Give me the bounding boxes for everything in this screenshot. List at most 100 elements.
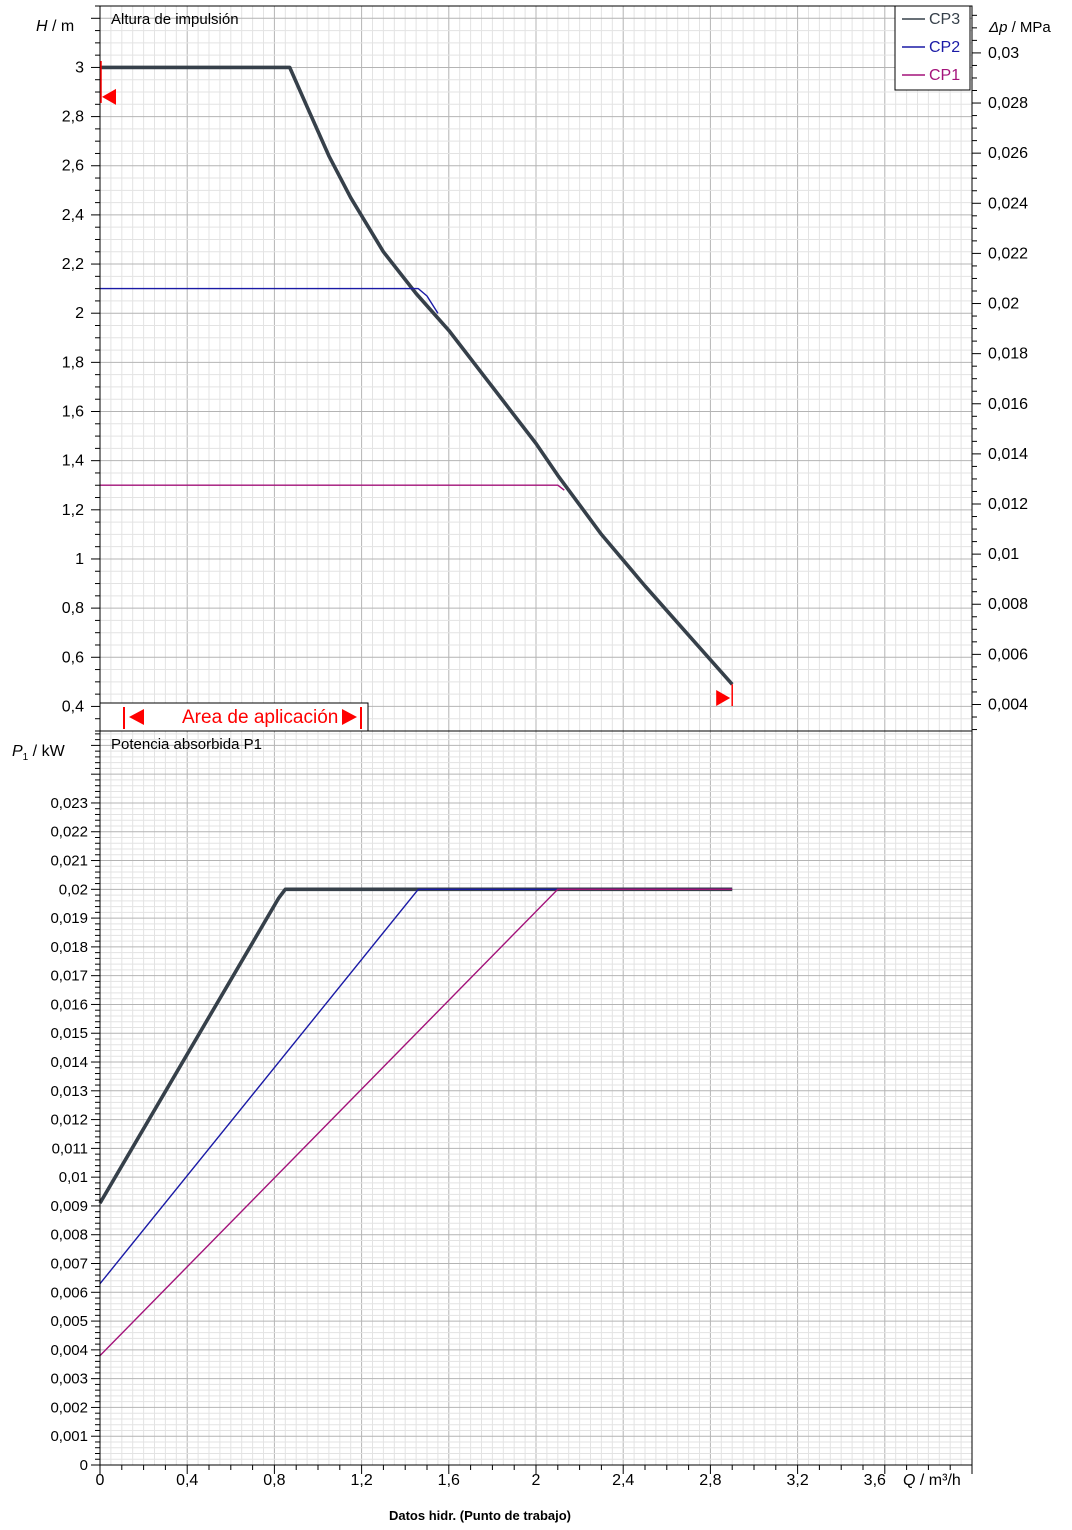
power-axis-unit: / kW [28,743,65,760]
flow-tick-label: 0,8 [263,1472,285,1489]
pressure-axis-unit: / MPa [1007,19,1051,36]
power-curve-cp1 [99,888,733,1357]
power-panel-title: Potencia absorbida P1 [111,736,262,753]
range-right-marker [716,690,731,706]
power-axis-subscript: 1 [23,752,29,763]
pressure-tick-label: 0,026 [988,145,1028,162]
pressure-tick-labels: 0,004 0,006 0,008 0,01 0,012 0,014 0,016 0,018 0… [988,45,1028,714]
application-range-label: Area de aplicación [182,707,338,728]
application-range-right-arrow [342,709,357,725]
legend-box [894,5,971,91]
power-tick-label: 0,02 [59,881,88,898]
pressure-tick-label: 0,02 [988,296,1019,313]
power-tick-label: 0,008 [50,1227,88,1244]
head-curve-cp3 [100,65,734,686]
power-tick-label: 0,021 [50,853,88,870]
head-axis-label: H / m [36,18,74,35]
power-grid [99,731,973,1466]
power-tick-label: 0,014 [50,1054,88,1071]
legend: CP3 CP2 CP1 [894,5,971,91]
head-tick-label: 0,8 [62,600,84,617]
pressure-tick-label: 0,024 [988,195,1028,212]
pressure-tick-label: 0,006 [988,646,1028,663]
head-tick-label: 3 [75,59,84,76]
power-tick-label: 0,016 [50,996,88,1013]
flow-tick-label: 3,6 [864,1472,886,1489]
flow-tick-label: 2,4 [612,1472,634,1489]
flow-tick-label: 0 [96,1472,105,1489]
power-tick-label: 0,006 [50,1284,88,1301]
power-tick-label: 0,001 [50,1428,88,1445]
tick-marks [91,5,981,1474]
head-tick-label: 1,2 [62,502,84,519]
application-range: Area de aplicación [99,702,369,732]
power-series [98,887,733,1357]
power-tick-label: 0,011 [52,1140,88,1157]
head-tick-label: 1,8 [62,354,84,371]
pressure-tick-label: 0,012 [988,496,1028,513]
flow-axis-symbol: Q [903,1472,915,1489]
flow-tick-label: 2 [532,1472,541,1489]
range-left-marker [102,88,116,105]
power-axis-label: P1 / kW [12,743,66,763]
head-axis-symbol: H [36,18,48,35]
flow-tick-label: 3,2 [786,1472,808,1489]
head-curve-cp2 [100,287,439,314]
head-tick-label: 1 [75,551,84,568]
head-tick-label: 0,6 [62,649,84,666]
head-tick-label: 2,8 [62,109,84,126]
power-tick-label: 0,002 [50,1399,88,1416]
pressure-tick-label: 0,008 [988,596,1028,613]
flow-tick-label: 1,6 [438,1472,460,1489]
head-series [100,65,734,686]
power-tick-label: 0,015 [50,1025,88,1042]
pressure-tick-label: 0,016 [988,396,1028,413]
power-tick-label: 0,018 [50,939,88,956]
head-axis-unit: / m [48,18,75,35]
power-tick-label: 0,012 [50,1112,88,1129]
application-range-left-arrow [129,709,144,725]
footer-caption: Datos hidr. (Punto de trabajo) [388,1508,571,1523]
power-tick-label: 0,005 [50,1313,88,1330]
pressure-tick-label: 0,028 [988,95,1028,112]
head-grid [99,5,973,732]
head-tick-label: 1,6 [62,404,84,421]
head-tick-label: 2,4 [62,207,84,224]
power-tick-label: 0,003 [50,1371,88,1388]
head-tick-labels: 0,4 0,6 0,8 1 1,2 1,4 1,6 1,8 2 2,2 2,4 2,6 2,8 3 [62,59,84,715]
range-markers [100,61,733,706]
pressure-tick-label: 0,01 [988,546,1019,563]
head-curve-cp1 [100,484,565,491]
power-axis-symbol: P [12,743,23,760]
power-tick-labels: 0 0,001 0,002 0,003 0,004 0,005 0,006 0,007 0,00… [50,795,88,1474]
flow-tick-label: 2,8 [699,1472,721,1489]
power-tick-label: 0,019 [50,910,88,927]
pressure-axis-symbol: Δp [988,19,1007,36]
pressure-tick-label: 0,022 [988,245,1028,262]
pressure-tick-label: 0,03 [988,45,1019,62]
legend-label-cp1: CP1 [929,67,960,84]
flow-tick-labels: 0 0,4 0,8 1,2 1,6 2 2,4 2,8 3,2 3,6 [96,1472,886,1489]
power-tick-label: 0,007 [50,1256,88,1273]
flow-axis-label: Q / m³/h [903,1472,961,1489]
power-tick-label: 0,023 [50,795,88,812]
head-panel-title: Altura de impulsión [111,11,239,28]
pressure-tick-label: 0,018 [988,346,1028,363]
power-tick-label: 0,01 [59,1169,88,1186]
head-tick-label: 0,4 [62,698,84,715]
power-tick-label: 0 [80,1457,88,1474]
legend-label-cp3: CP3 [929,11,960,28]
flow-tick-label: 1,2 [350,1472,372,1489]
flow-tick-label: 0,4 [176,1472,198,1489]
pressure-axis-label: Δp / MPa [988,19,1051,36]
head-tick-label: 2 [75,305,84,322]
head-tick-label: 2,6 [62,158,84,175]
application-range-box [99,702,369,732]
power-tick-label: 0,017 [50,968,88,985]
flow-axis-unit: / m³/h [915,1472,960,1489]
head-tick-label: 1,4 [62,453,84,470]
pressure-tick-label: 0,004 [988,696,1028,713]
pressure-tick-label: 0,014 [988,446,1028,463]
power-tick-label: 0,022 [50,824,88,841]
